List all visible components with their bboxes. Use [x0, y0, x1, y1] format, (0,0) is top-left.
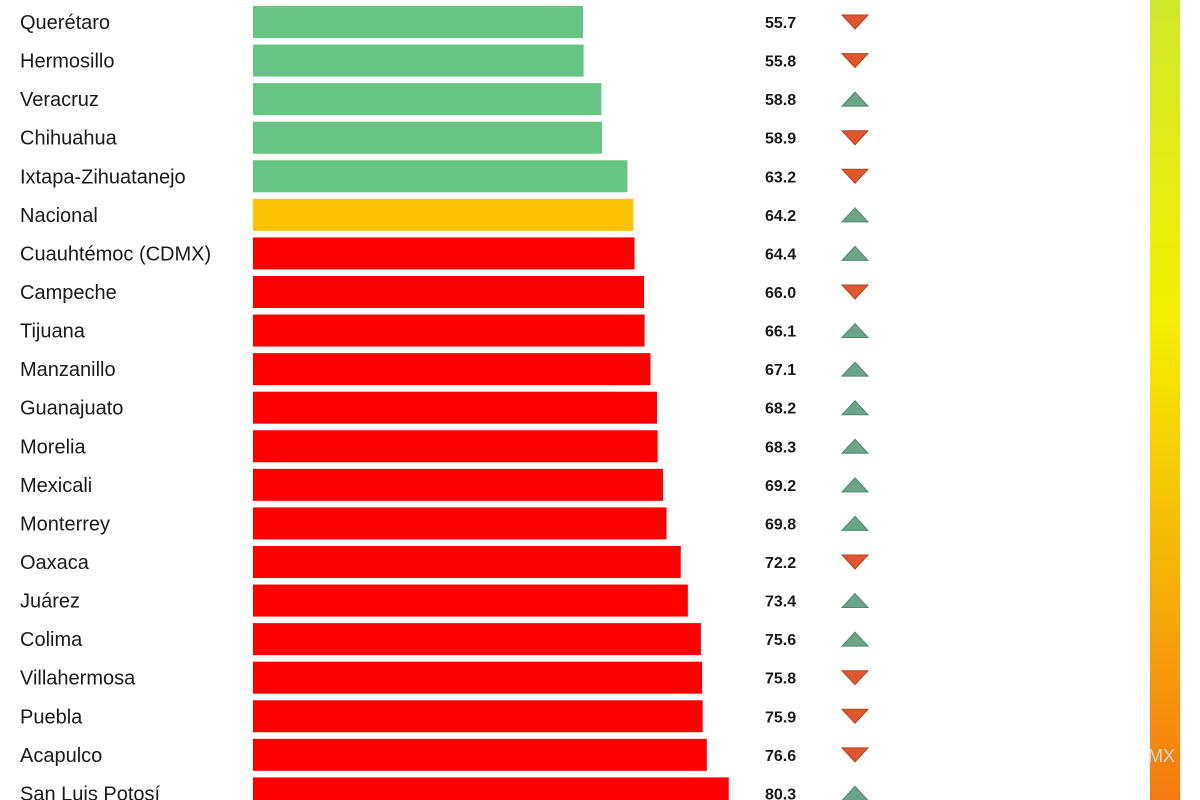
value-label-san-luis-potosi: 80.3 [765, 786, 796, 800]
bar-guanajuato [253, 391, 658, 424]
trend-down-icon-ixtapa-zihuatanejo [840, 168, 870, 185]
trend-down-icon-hermosillo [840, 53, 870, 69]
bar-nacional [253, 198, 634, 231]
bar-mexicali [253, 468, 663, 501]
bar-monterrey [253, 507, 667, 540]
value-label-acapulco: 76.6 [765, 748, 796, 765]
value-label-puebla: 75.9 [765, 709, 796, 726]
bar-hermosillo [253, 44, 584, 77]
trend-up-icon-juarez [840, 592, 870, 609]
value-label-oaxaca: 72.2 [765, 555, 796, 572]
value-label-veracruz: 58.8 [765, 92, 796, 109]
chart-rows: Querétaro 55.7 Hermosillo 55.8 Veracruz 58.8 C… [20, 6, 870, 800]
trend-down-icon-queretaro [840, 14, 870, 30]
value-label-hermosillo: 55.8 [765, 54, 796, 71]
bar-villahermosa [253, 661, 703, 694]
trend-up-icon-tijuana [840, 322, 870, 339]
trend-up-icon-nacional [840, 207, 870, 223]
trend-down-icon-oaxaca [840, 554, 870, 570]
bar-chihuahua [253, 121, 602, 154]
bar-cuauhtemoc-cdmx [253, 237, 635, 270]
trend-up-icon-veracruz [840, 91, 870, 107]
category-label-tijuana: Tijuana [20, 321, 86, 343]
trend-up-icon-mexicali [840, 477, 870, 493]
bar-manzanillo [253, 353, 651, 386]
category-label-veracruz: Veracruz [20, 89, 99, 111]
category-label-ixtapa-zihuatanejo: Ixtapa-Zihuatanejo [20, 166, 186, 188]
bar-ixtapa-zihuatanejo [253, 160, 628, 193]
bar-veracruz [253, 83, 602, 116]
trend-up-icon-cuauhtemoc-cdmx [840, 245, 870, 261]
category-label-morelia: Morelia [20, 436, 86, 458]
category-label-oaxaca: Oaxaca [20, 552, 90, 574]
value-label-villahermosa: 75.8 [765, 671, 796, 688]
trend-up-icon-san-luis-potosi [841, 785, 869, 800]
value-label-mexicali: 69.2 [765, 478, 796, 495]
value-label-juarez: 73.4 [765, 594, 796, 611]
bar-tijuana [253, 314, 645, 347]
category-label-nacional: Nacional [20, 205, 98, 227]
value-label-queretaro: 55.7 [765, 15, 796, 32]
value-label-monterrey: 69.8 [765, 516, 796, 533]
trend-up-icon-colima [840, 631, 870, 647]
value-label-chihuahua: 58.9 [765, 131, 796, 148]
trend-down-icon-campeche [840, 284, 870, 300]
bar-morelia [253, 430, 658, 463]
value-label-colima: 75.6 [765, 632, 796, 649]
trend-up-icon-monterrey [840, 515, 870, 531]
trend-down-icon-villahermosa [840, 670, 870, 686]
category-label-chihuahua: Chihuahua [20, 128, 118, 150]
value-label-guanajuato: 68.2 [765, 401, 796, 418]
bar-campeche [253, 275, 645, 308]
value-label-nacional: 64.2 [765, 208, 796, 225]
category-label-colima: Colima [20, 629, 83, 651]
trend-up-icon-morelia [840, 438, 870, 454]
category-label-mexicali: Mexicali [20, 475, 92, 497]
trend-down-icon-puebla [840, 708, 870, 724]
category-label-acapulco: Acapulco [20, 745, 102, 767]
trend-up-icon-manzanillo [840, 361, 870, 377]
bar-juarez [253, 584, 688, 617]
category-label-guanajuato: Guanajuato [20, 398, 123, 420]
bar-oaxaca [253, 545, 681, 578]
color-scale-bar [1150, 0, 1180, 800]
value-label-cuauhtemoc-cdmx: 64.4 [765, 246, 796, 263]
category-label-juarez: Juárez [20, 591, 80, 613]
trend-down-icon-chihuahua [840, 130, 870, 146]
value-label-tijuana: 66.1 [765, 324, 796, 341]
value-label-ixtapa-zihuatanejo: 63.2 [765, 169, 796, 186]
bar-queretaro [253, 6, 583, 38]
category-label-puebla: Puebla [20, 706, 83, 728]
value-label-manzanillo: 67.1 [765, 362, 796, 379]
bar-colima [253, 623, 701, 656]
category-label-san-luis-potosi: San Luis Potosí [20, 783, 161, 800]
bar-san-luis-potosi [253, 777, 729, 800]
category-label-hermosillo: Hermosillo [20, 51, 114, 73]
trend-down-icon-acapulco [840, 747, 870, 763]
watermark-text: MX [1148, 746, 1175, 766]
value-label-morelia: 68.3 [765, 439, 796, 456]
value-label-campeche: 66.0 [765, 285, 796, 302]
bar-acapulco [253, 738, 707, 771]
category-label-campeche: Campeche [20, 282, 117, 304]
category-label-cuauhtemoc-cdmx: Cuauhtémoc (CDMX) [20, 243, 211, 265]
bar-puebla [253, 700, 703, 733]
category-label-manzanillo: Manzanillo [20, 359, 116, 381]
category-label-queretaro: Querétaro [20, 12, 110, 34]
category-label-monterrey: Monterrey [20, 513, 110, 535]
category-label-villahermosa: Villahermosa [20, 668, 136, 690]
trend-up-icon-guanajuato [840, 399, 870, 416]
